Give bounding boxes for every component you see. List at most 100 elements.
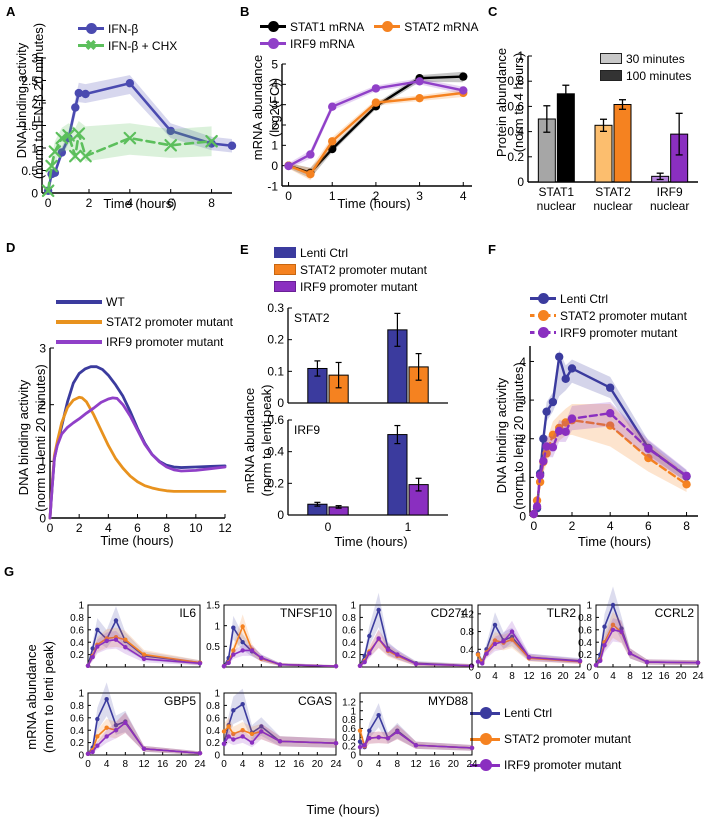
svg-text:0.6: 0.6 <box>70 625 84 636</box>
svg-text:12: 12 <box>641 671 653 682</box>
svg-text:2: 2 <box>39 398 46 412</box>
legend-line-stat2-mut <box>56 320 102 324</box>
svg-text:2: 2 <box>76 521 83 535</box>
svg-text:4: 4 <box>271 78 278 92</box>
svg-text:0.2: 0.2 <box>206 738 220 749</box>
svg-text:0.4: 0.4 <box>342 733 356 744</box>
svg-text:2: 2 <box>373 189 380 203</box>
legend-item-ifnb: IFN-β <box>78 20 177 37</box>
svg-text:IL6: IL6 <box>179 606 196 620</box>
panel-d-xlabel: Time (hours) <box>100 533 174 548</box>
panel-g-ylabel-line1: mRNA abundance <box>24 644 39 750</box>
panel-g-xlabel: Time (hours) <box>306 802 380 817</box>
legend-line-stat2-mut <box>470 732 500 745</box>
svg-text:0.6: 0.6 <box>342 625 356 636</box>
panel-c-legend: 30 minutes 100 minutes <box>600 50 691 84</box>
svg-text:0.4: 0.4 <box>70 638 84 649</box>
svg-text:6: 6 <box>167 196 174 210</box>
legend-marker-circle-icon <box>480 758 492 771</box>
legend-item-100-minutes: 100 minutes <box>600 67 691 84</box>
svg-text:3: 3 <box>519 393 526 407</box>
legend-item-stat2-promoter-mutant: STAT2 promoter mutant <box>274 261 427 278</box>
legend-label-ifnb-chx: IFN-β + CHX <box>108 38 178 53</box>
svg-text:0: 0 <box>85 759 91 770</box>
svg-text:0.6: 0.6 <box>507 99 524 113</box>
svg-text:1: 1 <box>517 49 524 63</box>
svg-text:MYD88: MYD88 <box>428 694 468 708</box>
panel-e-ylabel-line1: mRNA abundance <box>242 387 257 494</box>
legend-label-irf9-promoter-mutant: IRF9 promoter mutant <box>560 325 678 340</box>
svg-text:nuclear: nuclear <box>593 199 632 213</box>
svg-text:4: 4 <box>127 196 134 210</box>
legend-marker-circle-icon <box>382 21 394 32</box>
svg-text:0.3: 0.3 <box>267 301 284 315</box>
svg-text:16: 16 <box>429 759 441 770</box>
legend-marker-circle-icon <box>538 293 549 304</box>
svg-text:STAT2: STAT2 <box>595 185 631 199</box>
svg-text:0.8: 0.8 <box>342 613 356 624</box>
svg-text:0: 0 <box>271 159 278 173</box>
panel-g: G mRNA abundance (norm to lenti peak) Ti… <box>0 560 708 822</box>
svg-text:2.5: 2.5 <box>21 74 38 88</box>
panel-c: C 30 minutes 100 minutes Protein abundan… <box>480 0 708 220</box>
panel-f-letter: F <box>488 242 496 257</box>
svg-text:20: 20 <box>675 671 687 682</box>
svg-text:3: 3 <box>39 341 46 355</box>
panel-d-letter: D <box>6 240 16 255</box>
svg-text:TLR2: TLR2 <box>547 606 577 620</box>
legend-line-stat2-mut <box>530 310 556 321</box>
panel-g-ylabel-line2: (norm to lenti peak) <box>41 641 56 753</box>
svg-text:0.6: 0.6 <box>342 724 356 735</box>
svg-text:8: 8 <box>123 759 129 770</box>
legend-marker-circle-icon <box>538 327 549 338</box>
legend-item-lenti-ctrl: Lenti Ctrl <box>470 700 631 726</box>
svg-text:nuclear: nuclear <box>650 199 689 213</box>
panel-g-subplot-7: 0 4 8 12 16 20 24 00.20.40.60.811.2 MYD88 <box>342 692 478 770</box>
legend-item-30-minutes: 30 minutes <box>600 50 691 67</box>
legend-line-irf9 <box>260 38 286 49</box>
svg-text:0.4: 0.4 <box>342 638 356 649</box>
svg-text:3: 3 <box>31 51 38 65</box>
svg-text:0.2: 0.2 <box>342 742 356 753</box>
svg-text:0.2: 0.2 <box>267 476 284 490</box>
svg-text:GBP5: GBP5 <box>164 694 196 708</box>
svg-text:0: 0 <box>31 186 38 200</box>
legend-item-irf9-promoter-mutant: IRF9 promoter mutant <box>274 278 427 295</box>
panel-c-letter: C <box>488 4 498 19</box>
svg-text:2: 2 <box>519 432 526 446</box>
svg-text:8: 8 <box>509 671 515 682</box>
legend-item-ifnb-chx: ✖ IFN-β + CHX <box>78 37 177 54</box>
panel-e-plot-irf9: 0 0.2 0.4 0.6 IRF9 0 1 <box>267 413 448 534</box>
legend-line-ifnb-chx: ✖ <box>78 38 104 52</box>
panel-d-ylabel-line2: (norm to lenti 20 minutes) <box>33 364 48 512</box>
svg-text:0.4: 0.4 <box>267 445 284 459</box>
panel-d: D WT STAT2 promoter mutant IRF9 promoter… <box>0 238 236 558</box>
legend-swatch-stat2-mut <box>274 264 296 275</box>
panel-a-ylabel-line1: DNA binding activity <box>14 42 29 159</box>
svg-text:0.2: 0.2 <box>578 650 592 661</box>
panel-f-xlabel: Time (hours) <box>577 534 652 549</box>
svg-text:4: 4 <box>460 189 467 203</box>
panel-e-legend: Lenti Ctrl STAT2 promoter mutant IRF9 pr… <box>274 244 427 295</box>
svg-text:1.2: 1.2 <box>460 609 474 620</box>
panel-b-legend: STAT1 mRNA STAT2 mRNA IRF9 mRNA <box>260 18 478 52</box>
svg-text:IRF9: IRF9 <box>657 185 683 199</box>
legend-item-stat2-mrna: STAT2 mRNA <box>374 18 478 35</box>
legend-label-stat1-mrna: STAT1 mRNA <box>290 19 365 34</box>
svg-text:1: 1 <box>405 520 412 534</box>
legend-label-30-minutes: 30 minutes <box>626 51 685 66</box>
svg-text:20: 20 <box>557 671 569 682</box>
svg-text:10: 10 <box>189 521 203 535</box>
panel-f-plot: 0 2 4 6 8 0 1 2 3 4 <box>519 346 698 533</box>
panel-d-ylabel-line1: DNA binding activity <box>16 379 31 496</box>
svg-text:0.8: 0.8 <box>206 701 220 712</box>
svg-text:0.2: 0.2 <box>70 738 84 749</box>
svg-text:3: 3 <box>271 98 278 112</box>
svg-text:0: 0 <box>350 751 356 762</box>
svg-text:6: 6 <box>645 519 652 533</box>
svg-text:0.6: 0.6 <box>206 713 220 724</box>
svg-text:2: 2 <box>31 96 38 110</box>
